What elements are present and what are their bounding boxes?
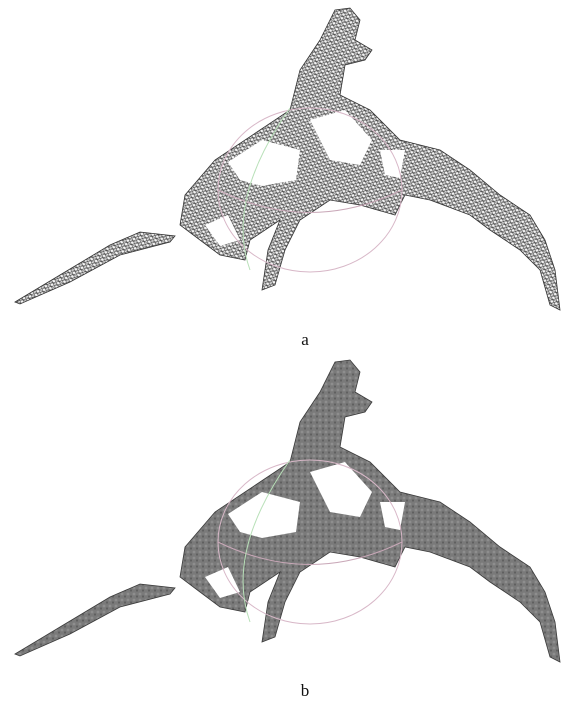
panel-b: b — [15, 360, 560, 700]
panel-label: a — [301, 330, 309, 349]
panel-a: a — [15, 8, 560, 349]
figure: a b — [0, 0, 566, 706]
page: a b (() => { const data = JSON.parse(doc… — [0, 0, 566, 706]
panel-label: b — [301, 681, 310, 700]
